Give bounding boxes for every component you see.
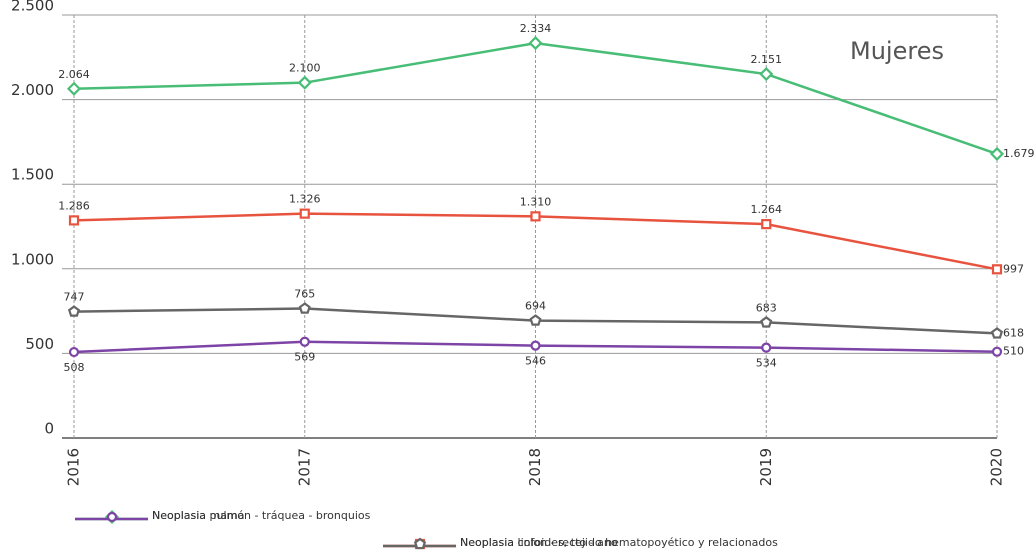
value-label: 747 xyxy=(64,291,85,304)
value-label: 2.064 xyxy=(58,68,90,81)
marker xyxy=(989,146,1005,161)
y-tick-label: 1.000 xyxy=(11,250,54,268)
x-tick-label: 2017 xyxy=(295,448,313,486)
marker xyxy=(991,346,1003,357)
x-tick-label: 2020 xyxy=(988,448,1006,486)
legend-item: Neoplasia linfoides, tejido hematopoyéti… xyxy=(383,536,778,549)
x-tick-label: 2018 xyxy=(526,448,544,486)
legend-label: Neoplasia mama xyxy=(152,509,244,522)
value-label: 765 xyxy=(294,288,315,301)
marker xyxy=(299,208,310,219)
marker xyxy=(528,36,543,51)
marker xyxy=(413,537,427,550)
marker xyxy=(530,211,541,222)
marker xyxy=(297,75,312,90)
value-label: 2.151 xyxy=(751,53,783,66)
legend-label: Neoplasia colon - recto - ano xyxy=(460,536,618,549)
x-tick-label: 2019 xyxy=(757,448,775,486)
value-label: 569 xyxy=(294,351,315,364)
legend-label: Neoplasia pulmón - tráquea - bronquios xyxy=(152,509,371,522)
marker xyxy=(761,342,772,353)
value-label: 1.326 xyxy=(289,193,321,206)
value-label: 508 xyxy=(64,361,85,374)
marker xyxy=(761,219,772,230)
legend-label: Neoplasia linfoides, tejido hematopoyéti… xyxy=(460,536,778,549)
value-label: 2.334 xyxy=(520,22,552,35)
annotation: Mujeres xyxy=(850,37,944,65)
marker xyxy=(106,511,118,523)
y-tick-label: 500 xyxy=(25,335,54,353)
marker xyxy=(760,316,773,328)
y-tick-label: 0 xyxy=(44,420,54,438)
marker xyxy=(991,264,1003,275)
value-label: 1.679 xyxy=(1003,147,1035,160)
value-label: 546 xyxy=(525,355,546,368)
y-tick-label: 2.000 xyxy=(11,81,54,99)
value-label: 1.264 xyxy=(751,203,783,216)
value-label: 1.310 xyxy=(520,195,552,208)
value-label: 2.100 xyxy=(289,62,321,75)
marker xyxy=(299,336,310,347)
marker xyxy=(66,81,82,96)
legend-item: Neoplasia pulmón - tráquea - bronquios xyxy=(75,509,371,522)
marker xyxy=(530,340,541,351)
value-label: 534 xyxy=(756,357,777,370)
marker xyxy=(68,215,80,226)
x-tick-label: 2016 xyxy=(65,448,83,486)
marker xyxy=(67,305,81,317)
value-label: 997 xyxy=(1003,262,1024,275)
marker xyxy=(529,314,542,326)
marker xyxy=(759,66,774,82)
value-label: 683 xyxy=(756,301,777,314)
y-tick-label: 1.500 xyxy=(11,166,54,184)
value-label: 618 xyxy=(1003,326,1024,339)
y-tick-label: 2.500 xyxy=(11,0,54,15)
marker xyxy=(990,327,1004,339)
marker xyxy=(68,346,80,358)
value-label: 1.286 xyxy=(58,199,90,212)
value-label: 510 xyxy=(1003,345,1024,358)
marker xyxy=(298,302,311,314)
value-label: 694 xyxy=(525,300,546,313)
